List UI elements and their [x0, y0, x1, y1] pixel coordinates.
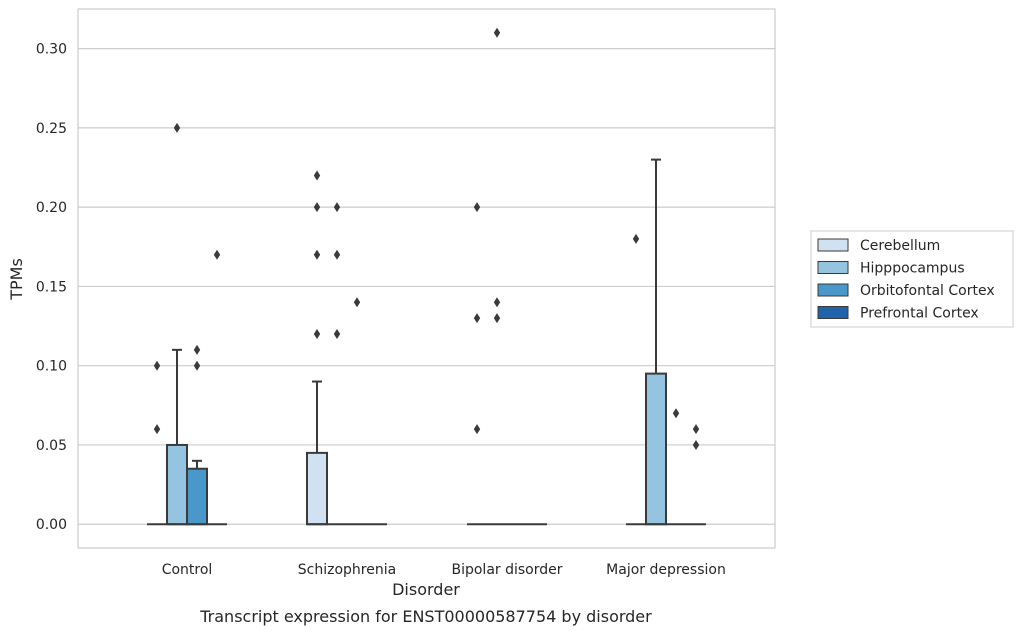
outlier-point	[692, 439, 700, 450]
y-tick-label: 0.10	[36, 359, 67, 375]
y-axis-title: TPMs	[7, 258, 26, 301]
y-tick-label: 0.05	[36, 438, 67, 454]
outlier-point	[313, 328, 321, 339]
outlier-point	[173, 122, 181, 133]
legend-label: Hipppocampus	[860, 261, 965, 277]
legend-swatch	[817, 261, 849, 274]
outlier-point	[333, 202, 341, 213]
outlier-point	[153, 360, 161, 371]
outlier-point	[313, 170, 321, 181]
y-axis-ticks: 0.00 0.05 0.10 0.15 0.20 0.25 0.30	[36, 42, 67, 534]
outlier-point	[213, 249, 221, 260]
x-tick-label: Schizophrenia	[298, 562, 396, 578]
box	[306, 451, 328, 526]
y-tick-label: 0.30	[36, 42, 67, 58]
outlier-point	[493, 313, 501, 324]
outlier-point	[353, 297, 361, 308]
chart-caption: Transcript expression for ENST0000058775…	[199, 607, 652, 626]
x-tick-label: Major depression	[606, 562, 726, 578]
outlier-point	[493, 27, 501, 38]
outlier-point	[692, 424, 700, 435]
legend-label: Prefrontal Cortex	[860, 306, 979, 322]
box-layer	[147, 158, 706, 526]
outlier-point	[193, 344, 201, 355]
legend-label: Orbitofontal Cortex	[860, 283, 995, 299]
outlier-point	[193, 360, 201, 371]
outlier-point	[313, 249, 321, 260]
outlier-point	[672, 408, 680, 419]
outlier-point	[333, 328, 341, 339]
box	[645, 372, 667, 526]
plot-frame	[77, 8, 776, 549]
y-tick-label: 0.00	[36, 517, 67, 533]
y-tick-label: 0.25	[36, 121, 67, 137]
x-tick-label: Control	[162, 562, 213, 578]
outlier-point	[632, 233, 640, 244]
outlier-point	[333, 249, 341, 260]
legend: Cerebellum Hipppocampus Orbitofontal Corte…	[810, 230, 1014, 328]
outlier-point	[473, 202, 481, 213]
legend-swatch	[817, 283, 849, 297]
x-axis-title: Disorder	[392, 580, 460, 599]
outlier-point	[493, 297, 501, 308]
legend-label: Cerebellum	[860, 238, 940, 254]
box	[166, 443, 188, 526]
outlier-point	[313, 202, 321, 213]
legend-swatch	[817, 306, 849, 319]
outlier-point	[473, 424, 481, 435]
box	[186, 467, 208, 526]
outlier-point	[473, 313, 481, 324]
x-tick-label: Bipolar disorder	[451, 562, 562, 578]
y-tick-label: 0.15	[36, 279, 67, 295]
y-tick-label: 0.20	[36, 200, 67, 216]
outlier-layer	[153, 27, 700, 450]
x-axis-ticks: Control Schizophrenia Bipolar disorder Majo…	[162, 562, 726, 578]
outlier-point	[153, 424, 161, 435]
legend-swatch	[817, 238, 849, 252]
